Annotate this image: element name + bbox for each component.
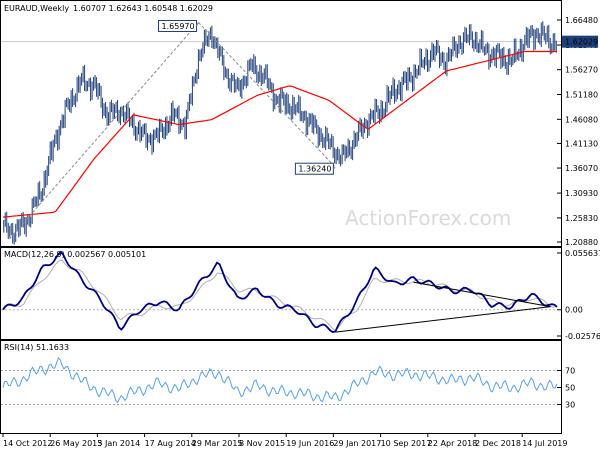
rsi-line [2, 357, 558, 404]
last-price-box [562, 35, 598, 48]
macd-tick-label: 0.00 [565, 306, 583, 315]
rsi-axis: 70 50 30 [557, 367, 575, 410]
swing-connector [9, 22, 199, 240]
price-tick-label: 1.66480 [565, 16, 598, 25]
annotation-pointer [333, 166, 336, 170]
price-tick-label: 1.30930 [565, 189, 598, 198]
date-tick-label: 5 Jan 2014 [97, 439, 140, 448]
swing-connector [198, 22, 336, 168]
date-tick-label: 14 Jul 2019 [522, 439, 567, 448]
watermark: ActionForex.com [345, 206, 511, 230]
rsi-tick-label: 50 [565, 384, 575, 393]
date-tick-label: 19 Jun 2016 [286, 439, 334, 448]
price-axis: 1.664801.613401.562701.511801.460801.411… [557, 16, 598, 247]
price-tick-label: 1.36070 [565, 164, 598, 173]
rsi-tick-label: 70 [565, 367, 575, 376]
price-tick-label: 1.46080 [565, 115, 598, 124]
macd-signal-line [2, 259, 558, 332]
macd-trendlines [335, 281, 551, 333]
rsi-label: RSI(14) 51.1633 [4, 343, 69, 352]
price-tick-label: 1.25830 [565, 214, 598, 223]
date-tick-label: 29 Mar 2015 [192, 439, 243, 448]
date-tick-label: 2 Dec 2018 [475, 439, 521, 448]
moving-average-line [2, 50, 557, 218]
date-tick-label: 10 Sep 2017 [381, 439, 432, 448]
ohlc-readout: 1.60707 1.62643 1.60548 1.62029 [73, 4, 213, 13]
price-tick-label: 1.51180 [565, 90, 598, 99]
date-tick-label: 26 May 2013 [50, 439, 102, 448]
price-annotations: 1.65970 1.36240 [9, 19, 336, 240]
rsi-tick-label: 30 [565, 401, 575, 410]
price-tick-label: 1.20880 [565, 238, 598, 247]
macd-axis: 0.055637 0.00 -0.02576 [557, 249, 600, 341]
price-tick-label: 1.41130 [565, 139, 598, 148]
date-tick-label: 29 Jan 2017 [333, 439, 381, 448]
macd-panel-frame [0, 247, 562, 340]
rsi-levels [1, 370, 557, 405]
symbol-label: EURAUD,Weekly [4, 4, 69, 13]
macd-tick-label: -0.02576 [565, 332, 600, 341]
price-candles [3, 21, 557, 245]
macd-label: MACD(12,26,9) 0.002567 0.005101 [4, 250, 146, 259]
last-price-label: 1.62029 [565, 38, 598, 47]
annotation-pointer [196, 22, 199, 27]
annotation-label: 1.65970 [162, 22, 195, 31]
macd-main-line [2, 250, 558, 333]
date-tick-label: 8 Nov 2015 [239, 439, 285, 448]
date-tick-label: 17 Aug 2014 [145, 439, 196, 448]
macd-trendline [413, 281, 551, 308]
macd-tick-label: 0.055637 [565, 249, 600, 258]
price-tick-label: 1.56270 [565, 66, 598, 75]
date-tick-label: 22 Apr 2018 [428, 439, 477, 448]
last-price-tag: 1.62029 [562, 35, 598, 48]
annotation-label: 1.36240 [298, 165, 331, 174]
macd-trendline [335, 306, 551, 333]
date-tick-label: 14 Oct 2012 [3, 439, 52, 448]
